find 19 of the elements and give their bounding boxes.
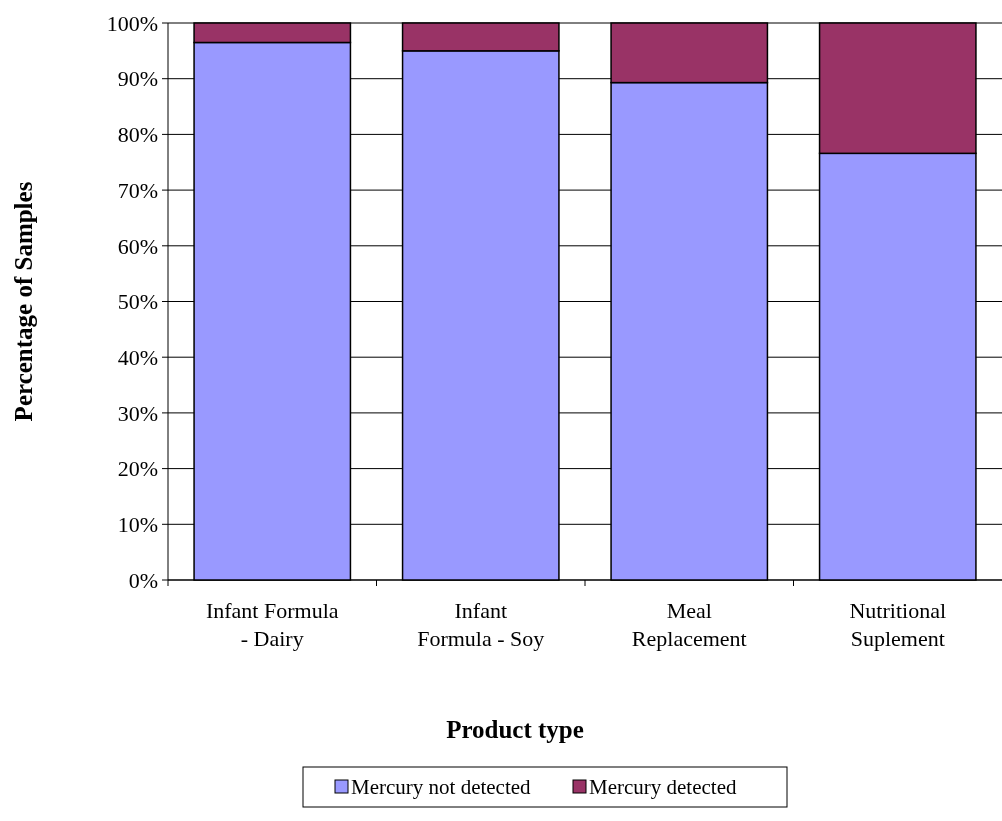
y-tick-label: 60% (117, 233, 158, 259)
y-tick-label: 90% (117, 66, 158, 92)
x-tick-label: Nutritional Suplement (849, 598, 947, 651)
x-tick-label: Infant Formula - Soy (417, 598, 545, 651)
y-tick-label: 10% (117, 512, 158, 537)
y-tick-label: 40% (117, 344, 158, 370)
y-tick-label: 30% (117, 400, 158, 426)
legend-label: Mercury detected (589, 775, 737, 800)
y-tick-label: 80% (117, 122, 158, 148)
y-tick-label: 70% (117, 177, 158, 203)
x-tick-label: Meal Replacement (631, 598, 747, 651)
y-tick-label: 100% (106, 10, 158, 36)
y-tick-label: 0% (128, 567, 158, 593)
legend-label: Mercury not detected (351, 775, 532, 800)
x-tick-label: Infant Formula - Dairy (205, 598, 339, 651)
x-axis-title: Product type (446, 716, 584, 743)
y-tick-label: 20% (117, 456, 158, 482)
y-axis-title: Percentage of Samples (10, 181, 37, 422)
y-tick-label: 50% (117, 289, 158, 315)
